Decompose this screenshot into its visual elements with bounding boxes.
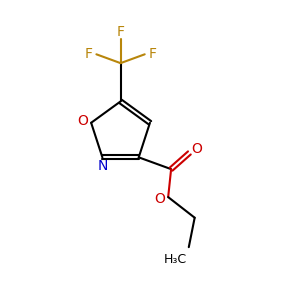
Text: N: N (98, 159, 108, 173)
Text: F: F (117, 25, 124, 39)
Text: O: O (77, 114, 88, 128)
Text: O: O (154, 193, 165, 206)
Text: F: F (149, 47, 157, 61)
Text: H₃C: H₃C (164, 253, 187, 266)
Text: F: F (84, 47, 92, 61)
Text: O: O (191, 142, 202, 155)
